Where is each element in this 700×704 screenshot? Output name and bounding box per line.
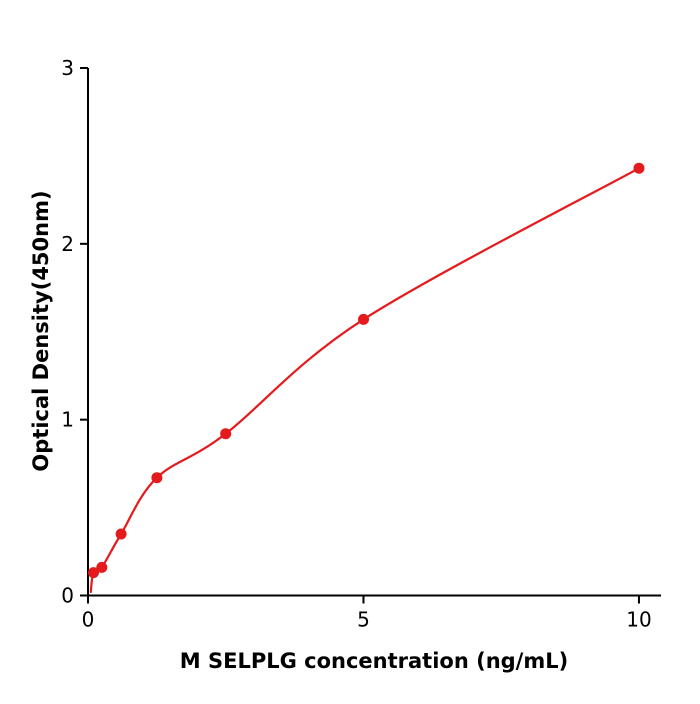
- data-point: [633, 162, 645, 174]
- y-tick-label: 0: [61, 584, 74, 608]
- data-point: [220, 428, 232, 440]
- standard-curve-series: [88, 162, 645, 594]
- axes: 0 5 10 0 1 2 3: [61, 56, 661, 632]
- x-tick-label: 10: [626, 608, 651, 632]
- x-tick-label: 5: [357, 608, 370, 632]
- data-point: [115, 528, 127, 540]
- y-tick-label: 2: [61, 232, 74, 256]
- fit-curve: [89, 167, 641, 594]
- x-tick-label: 0: [82, 608, 95, 632]
- data-point: [96, 561, 108, 573]
- y-axis-label: Optical Density(450nm): [29, 190, 53, 471]
- y-tick-label: 1: [61, 408, 74, 432]
- x-axis-label: M SELPLG concentration (ng/mL): [180, 649, 568, 673]
- data-point: [88, 567, 99, 579]
- y-tick-label: 3: [61, 56, 74, 80]
- data-point: [151, 472, 163, 484]
- data-point: [358, 313, 369, 325]
